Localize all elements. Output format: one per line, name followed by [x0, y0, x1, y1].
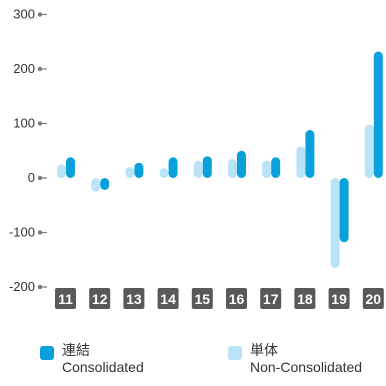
x-category-label: 14 [160, 291, 176, 307]
x-category-box [89, 288, 111, 309]
x-category-box [260, 288, 282, 309]
x-category-box [157, 288, 179, 309]
x-category-box [55, 288, 76, 309]
consolidated-bar [305, 130, 315, 178]
non-consolidated-bar [364, 124, 374, 178]
non-consolidated-bar [330, 178, 340, 268]
consolidated-label-en: Consolidated [62, 359, 144, 375]
y-tick-label: 100 [13, 116, 35, 131]
non-consolidated-bar [228, 158, 237, 178]
x-category-label: 19 [331, 291, 347, 307]
x-category-box [123, 288, 145, 309]
consolidated-label-jp: 連結 [62, 342, 90, 358]
non-consolidated-bar [91, 178, 101, 192]
y-tick-label: -100 [9, 225, 35, 240]
x-category-box [226, 288, 247, 309]
non-consolidated-bar [125, 167, 135, 178]
bars [57, 51, 383, 268]
consolidated-bar [168, 157, 178, 178]
y-tick-label: 300 [13, 7, 35, 22]
consolidated-bar [66, 157, 75, 178]
x-category-box [191, 288, 213, 309]
x-category-label: 13 [126, 291, 142, 307]
non-consolidated-bar [262, 160, 272, 178]
consolidated-bar [339, 178, 349, 243]
x-category-label: 15 [195, 291, 211, 307]
y-tick-label: 200 [13, 61, 35, 76]
x-category-label: 17 [263, 291, 279, 307]
x-axis: 11 12 13 14 15 16 17 18 19 20 [55, 288, 384, 309]
consolidated-swatch [40, 346, 54, 360]
x-category-label: 11 [58, 291, 73, 307]
non-consolidated-bar [159, 168, 169, 178]
consolidated-bar [373, 51, 383, 179]
x-category-label: 12 [92, 291, 108, 307]
legend-non-consolidated: 単体 Non-Consolidated [228, 342, 362, 376]
x-category-label: 18 [297, 291, 313, 307]
x-category-box [294, 288, 316, 309]
y-tick-label: 0 [28, 170, 35, 185]
bar-chart: 300 200 100 0 -100 -200 11 12 13 14 15 16 17 18 19 20 [9, 7, 384, 309]
consolidated-bar [202, 156, 212, 178]
consolidated-bar [237, 150, 246, 178]
non-consolidated-label-en: Non-Consolidated [250, 359, 363, 375]
consolidated-bar [134, 162, 144, 178]
legend-consolidated: 連結 Consolidated [40, 342, 144, 376]
x-category-label: 20 [366, 291, 382, 307]
consolidated-bar [100, 178, 110, 190]
y-tick-label: -200 [9, 279, 35, 294]
consolidated-label: 連結 Consolidated [62, 342, 144, 376]
non-consolidated-swatch [228, 346, 242, 360]
x-category-box [362, 288, 384, 309]
non-consolidated-bar [193, 160, 203, 178]
non-consolidated-label: 単体 Non-Consolidated [250, 342, 362, 376]
x-category-box [328, 288, 350, 309]
non-consolidated-bar [57, 164, 66, 178]
consolidated-bar [271, 157, 281, 178]
non-consolidated-label-jp: 単体 [250, 342, 278, 358]
non-consolidated-bar [296, 146, 306, 178]
y-axis: 300 200 100 0 -100 -200 [9, 7, 47, 294]
x-category-label: 16 [229, 291, 245, 307]
